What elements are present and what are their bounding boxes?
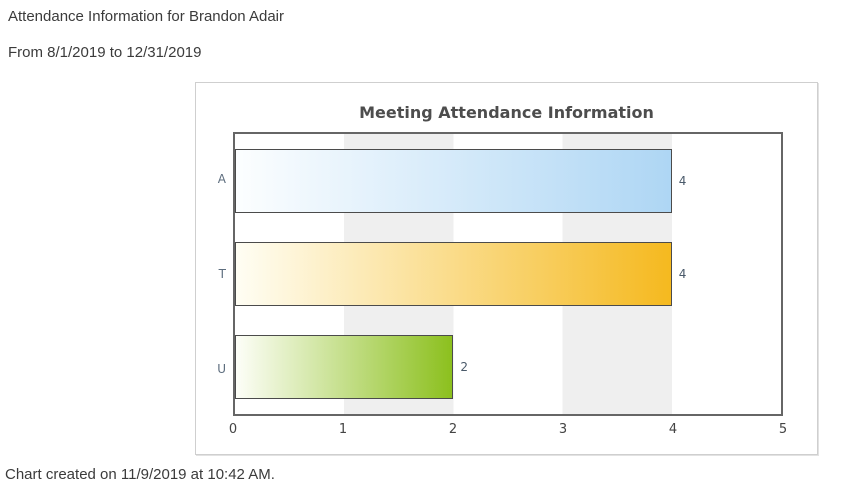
category-label-t: T [218,267,226,281]
value-label-t: 4 [678,266,687,281]
x-tick-1: 1 [338,422,348,437]
x-tick-2: 2 [448,422,458,437]
page-title: Attendance Information for Brandon Adair [8,8,285,25]
x-tick-4: 4 [668,422,678,437]
bar-row-u: 2 [235,321,781,414]
footer-created-text: Chart created on 11/9/2019 at 10:42 AM. [5,466,275,483]
x-tick-0: 0 [228,422,238,437]
bar-row-t: 4 [235,227,781,320]
bar-u [235,335,454,400]
category-label-u: U [217,361,226,376]
plot-area: 4 4 2 [233,132,783,416]
value-label-u: 2 [460,360,469,375]
chart-title: Meeting Attendance Information [359,103,654,122]
bar-t [235,241,672,306]
x-tick-5: 5 [778,422,788,437]
category-label-a: A [217,172,226,187]
bar-a [235,148,672,213]
y-axis-category-labels: A T U [196,132,233,416]
value-label-a: 4 [678,173,687,188]
chart-panel: Meeting Attendance Information A T U 4 4… [195,82,818,455]
bar-row-a: 4 [235,134,781,227]
date-range-text: From 8/1/2019 to 12/31/2019 [8,44,202,61]
x-axis: 0 1 2 3 4 5 [229,422,787,438]
x-tick-3: 3 [558,422,568,437]
